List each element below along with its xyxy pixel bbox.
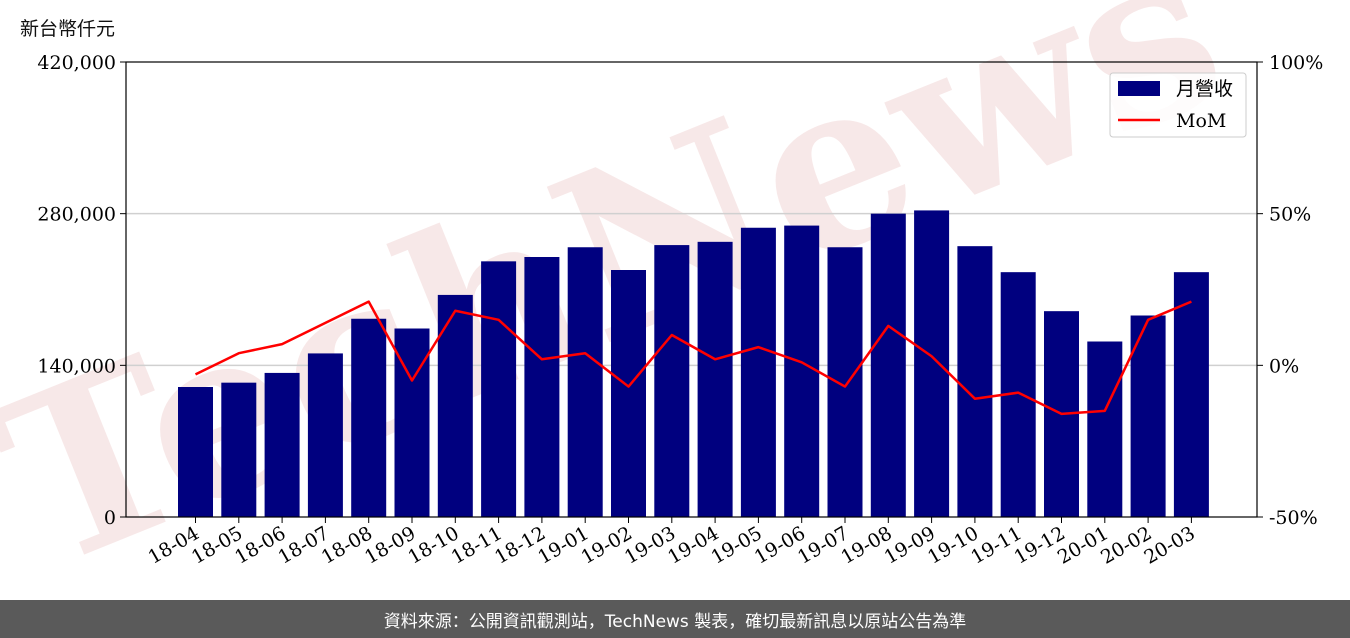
mom-line-series (194, 300, 1192, 416)
bar-19-04 (697, 241, 733, 518)
bar-18-12 (524, 257, 560, 517)
bar-series (178, 210, 1209, 518)
bar-19-06 (784, 225, 820, 518)
bar-18-04 (178, 387, 213, 517)
bar-20-01 (1087, 341, 1123, 517)
source-footer: 資料來源：公開資訊觀測站，TechNews 製表，確切最新訊息以原站公告為準 (0, 600, 1350, 638)
mom-line (194, 300, 1192, 416)
bar-19-09 (914, 210, 950, 517)
bar-18-08 (351, 318, 387, 517)
bar-19-08 (870, 213, 906, 517)
y-right-tick-label: -50% (1269, 507, 1318, 529)
y-left-tick-label: 420,000 (37, 52, 116, 74)
bar-19-10 (957, 246, 993, 517)
bar-18-10 (437, 294, 473, 517)
x-tick-label: 20-03 (1140, 522, 1198, 568)
bar-19-02 (611, 270, 646, 517)
bar-19-07 (827, 247, 863, 517)
bar-19-05 (740, 227, 776, 517)
bar-18-11 (481, 261, 517, 517)
y-left-tick-label: 140,000 (37, 355, 116, 377)
y-right-tick-label: 50% (1269, 204, 1311, 226)
legend-swatch-bar (1118, 81, 1160, 96)
y-axis-unit-label: 新台幣仟元 (20, 18, 116, 40)
bar-19-01 (567, 247, 603, 517)
y-right-tick-label: 0% (1269, 355, 1299, 377)
y-left-tick-label: 0 (104, 507, 116, 529)
legend-label-mom: MoM (1176, 110, 1226, 132)
legend: 月營收 MoM (1109, 72, 1247, 138)
bar-20-03 (1173, 272, 1209, 517)
y-left-tick-label: 280,000 (37, 204, 116, 226)
bar-20-02 (1130, 315, 1166, 517)
plot-frame (125, 61, 1258, 518)
bar-18-07 (307, 353, 343, 517)
bar-18-05 (221, 382, 257, 517)
y-right-tick-label: 100% (1269, 52, 1323, 74)
bar-18-06 (264, 372, 300, 517)
legend-label-revenue: 月營收 (1176, 78, 1233, 100)
bar-19-03 (654, 245, 690, 518)
revenue-chart: TechNews 0140,000280,000420,000-50%0%50%… (0, 0, 1323, 600)
